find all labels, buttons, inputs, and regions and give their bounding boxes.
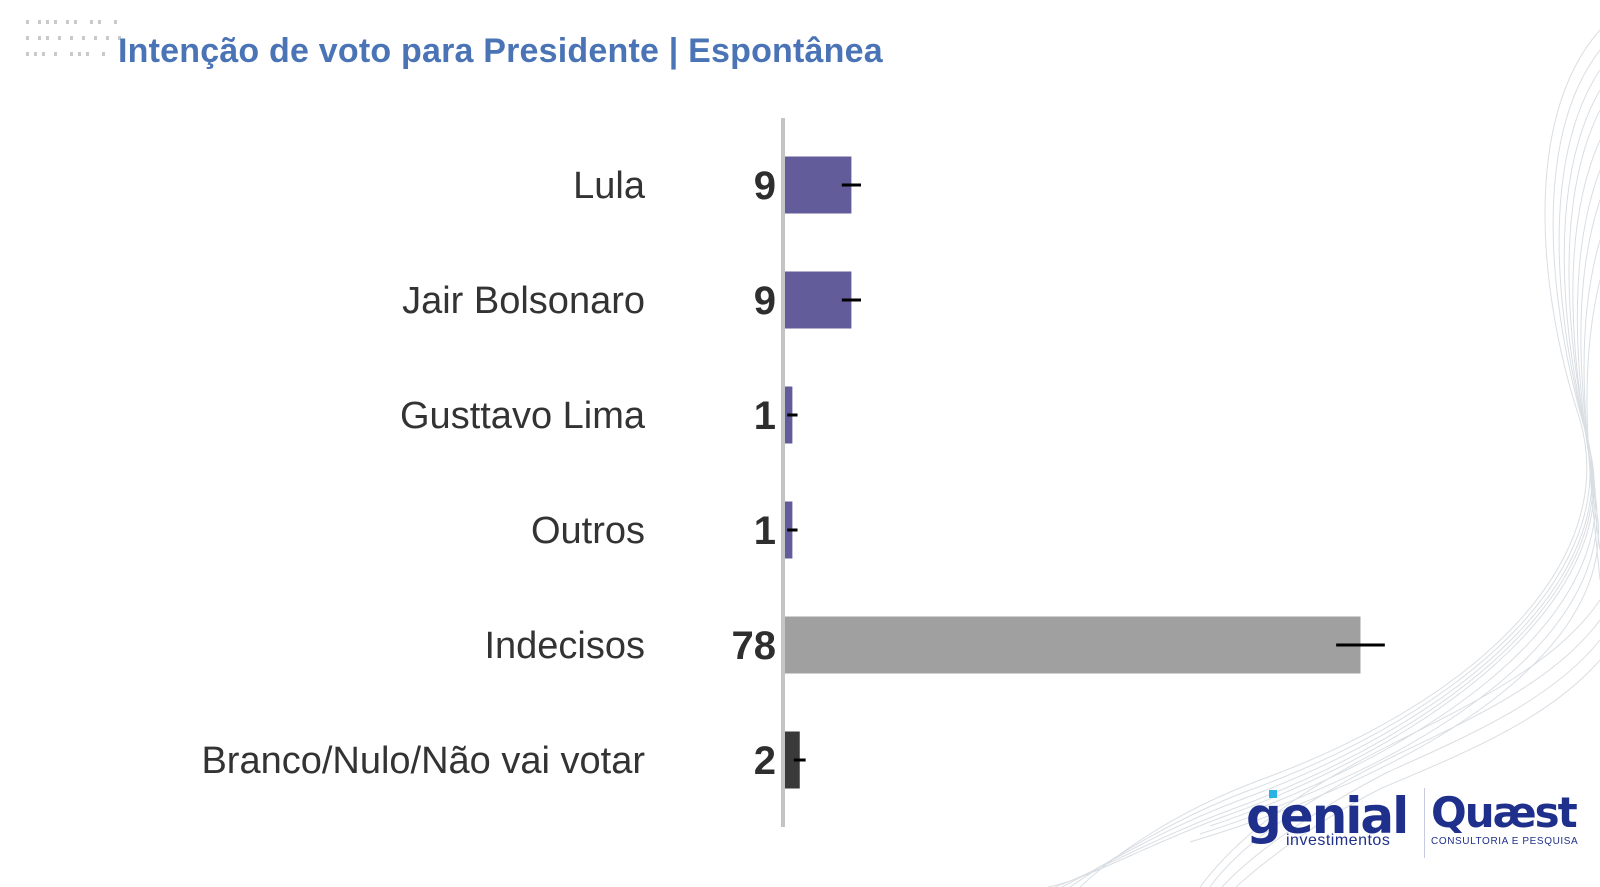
- bar: [785, 271, 852, 329]
- category-label: Lula: [573, 165, 646, 207]
- quaest-logo-subtitle: CONSULTORIA E PESQUISA: [1431, 836, 1579, 847]
- category-label: Indecisos: [484, 625, 645, 667]
- bar: [785, 156, 852, 214]
- bar: [785, 731, 800, 789]
- value-label: 9: [754, 279, 776, 323]
- bar: [785, 616, 1361, 674]
- category-label: Gusttavo Lima: [400, 395, 646, 437]
- category-label: Branco/Nulo/Não vai votar: [201, 740, 645, 782]
- value-label: 78: [732, 624, 777, 668]
- value-label: 1: [754, 394, 776, 438]
- quaest-logo-name: Quæst: [1431, 788, 1578, 837]
- quaest-logo: Quæst CONSULTORIA E PESQUISA: [1424, 788, 1591, 858]
- value-label: 2: [754, 739, 776, 783]
- value-label: 1: [754, 509, 776, 553]
- chart-title: Intenção de voto para Presidente | Espon…: [118, 32, 883, 70]
- genial-logo-accent: [1269, 790, 1277, 798]
- genial-logo: genial investimentos: [1246, 788, 1409, 858]
- decorative-dots: [26, 20, 121, 56]
- genial-logo-subtitle: investimentos: [1286, 832, 1391, 849]
- value-label: 9: [754, 164, 776, 208]
- category-label: Outros: [531, 510, 645, 552]
- category-label: Jair Bolsonaro: [402, 280, 645, 322]
